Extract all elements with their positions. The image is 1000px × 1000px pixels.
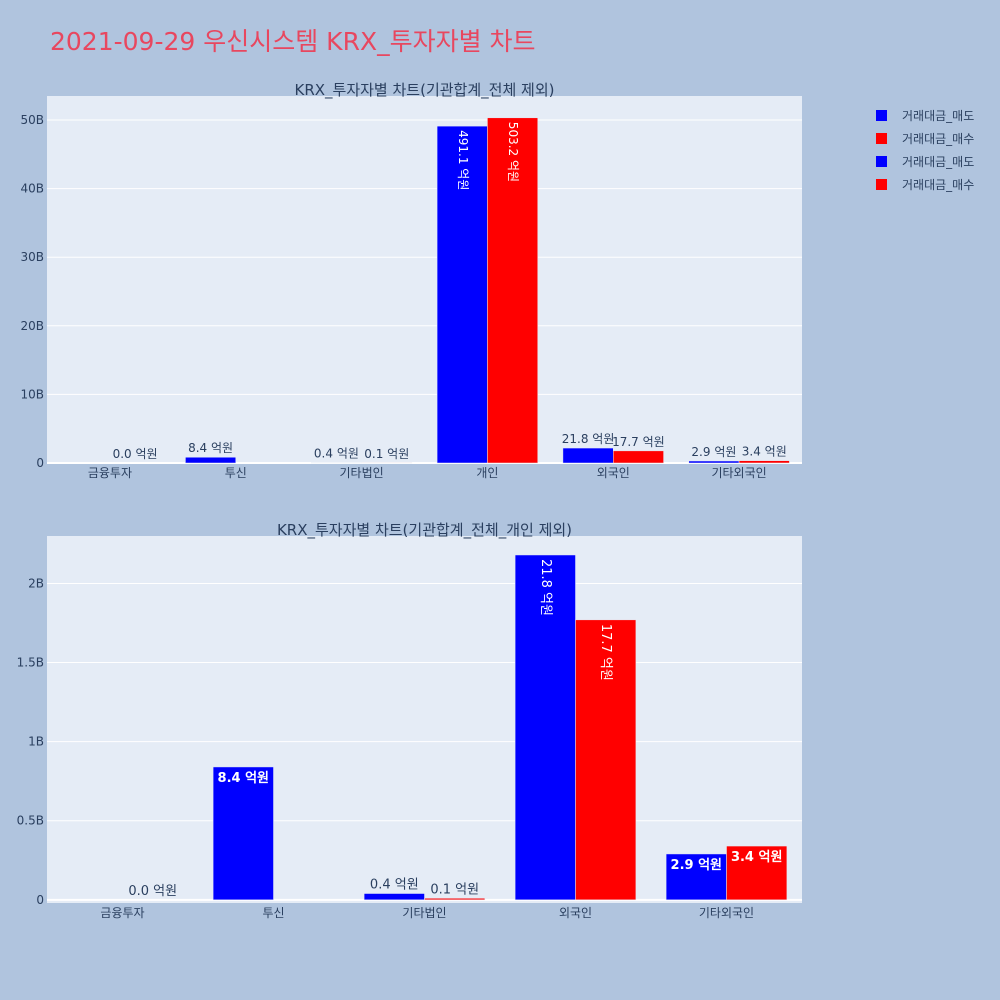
- x-tick-label: 투신: [225, 466, 247, 480]
- data-label: 0.4 억원: [314, 447, 359, 461]
- x-tick-label: 기타법인: [402, 906, 446, 920]
- data-label: 17.7 억원: [612, 435, 665, 449]
- y-tick-label: 0.5B: [17, 814, 44, 828]
- legend-label: 거래대금_매도: [902, 109, 975, 123]
- legend-label: 거래대금_매수: [902, 178, 975, 192]
- data-label: 0.1 억원: [430, 882, 479, 897]
- legend-item[interactable]: 거래대금_매수: [876, 127, 974, 150]
- y-tick-label: 50B: [20, 113, 44, 127]
- x-tick-label: 금융투자: [88, 466, 132, 480]
- bar: [665, 853, 727, 901]
- data-label: 2.9 억원: [671, 858, 722, 873]
- bar: [575, 619, 637, 901]
- legend-label: 거래대금_매도: [902, 155, 975, 169]
- y-tick-label: 2B: [28, 576, 44, 590]
- data-label: 21.8 억원: [538, 559, 553, 616]
- data-label: 0.1 억원: [364, 447, 409, 461]
- bar: [487, 117, 538, 464]
- data-label: 3.4 억원: [742, 445, 787, 459]
- chart-title: KRX_투자자별 차트(기관합계_전체 제외): [295, 81, 555, 100]
- bar: [514, 554, 576, 901]
- y-tick-label: 40B: [20, 182, 44, 196]
- data-label: 8.4 억원: [218, 771, 269, 786]
- bar: [688, 460, 740, 464]
- bar: [212, 766, 274, 901]
- x-tick-label: 외국인: [597, 466, 630, 480]
- legend-item[interactable]: 거래대금_매수: [876, 173, 974, 196]
- y-tick-label: 1.5B: [17, 656, 44, 670]
- legend-swatch: [876, 156, 887, 167]
- x-tick-label: 투신: [262, 906, 284, 920]
- legend-swatch: [876, 110, 887, 121]
- y-tick-label: 30B: [20, 250, 44, 264]
- data-label: 17.7 억원: [598, 624, 613, 681]
- data-label: 0.0 억원: [113, 447, 158, 461]
- bar: [738, 460, 790, 464]
- data-label: 0.0 억원: [128, 884, 177, 899]
- legend-label: 거래대금_매수: [902, 132, 975, 146]
- y-tick-label: 0: [36, 456, 44, 470]
- legend[interactable]: 거래대금_매도 거래대금_매수 거래대금_매도 거래대금_매수: [876, 104, 974, 196]
- plot-area: [47, 536, 802, 903]
- data-label: 8.4 억원: [188, 441, 233, 455]
- y-tick-label: 1B: [28, 735, 44, 749]
- legend-swatch: [876, 179, 887, 190]
- legend-item[interactable]: 거래대금_매도: [876, 104, 974, 127]
- x-tick-label: 외국인: [559, 906, 592, 920]
- page-title: 2021-09-29 우신시스템 KRX_투자자별 차트: [50, 27, 536, 56]
- x-tick-label: 기타법인: [339, 466, 383, 480]
- bar: [562, 447, 614, 464]
- data-label: 2.9 억원: [691, 445, 736, 459]
- bar: [363, 893, 425, 901]
- legend-swatch: [876, 133, 887, 144]
- data-label: 503.2 억원: [506, 122, 520, 182]
- bar: [726, 845, 788, 901]
- data-label: 21.8 억원: [562, 432, 615, 446]
- data-label: 491.1 억원: [456, 130, 470, 190]
- x-tick-label: 기타외국인: [711, 466, 766, 480]
- chart-title: KRX_투자자별 차트(기관합계_전체_개인 제외): [277, 521, 572, 540]
- data-label: 3.4 억원: [731, 850, 782, 865]
- y-tick-label: 0: [36, 893, 44, 907]
- x-tick-label: 금융투자: [100, 906, 144, 920]
- bar: [613, 450, 664, 464]
- x-tick-label: 개인: [476, 466, 498, 480]
- y-tick-label: 10B: [20, 387, 44, 401]
- data-label: 0.4 억원: [370, 878, 419, 893]
- plot-area: [47, 96, 802, 463]
- x-tick-label: 기타외국인: [699, 906, 754, 920]
- y-tick-label: 20B: [20, 319, 44, 333]
- bar: [424, 898, 486, 901]
- legend-item[interactable]: 거래대금_매도: [876, 150, 974, 173]
- bar: [185, 456, 237, 464]
